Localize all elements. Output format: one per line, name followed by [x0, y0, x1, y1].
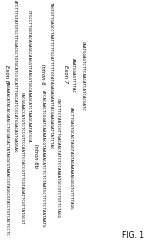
- Text: AACTTGAGTGCACTAGGTAGTAGAAAAAGGGGTGTTTTAGG: AACTTGAGTGCACTAGGTAGTAGAAAAAGGGGTGTTTTAG…: [69, 107, 73, 210]
- Text: Exon 7: Exon 7: [62, 65, 68, 83]
- Text: Intron 6b: Intron 6b: [33, 144, 38, 169]
- Text: AAATGGAGTTTTAC: AAATGGAGTTTTAC: [71, 58, 75, 93]
- Text: ATCACAACTCGGATCAAAAACGTAAAAACATCTCTCTAATGCTTCTCTAATAATG: ATCACAACTCGGATCAAAAACGTAAAAACATCTCTCTAAT…: [41, 90, 45, 227]
- Text: GAATGGAGTCTTCAACATCATCACGATC: GAATGGAGTCTTCAACATCATCACGATC: [81, 41, 85, 111]
- Text: ATCTTTGTATGTGCTTGGACGCTGTGCATCCGCATTTGGCATCCGCATGGACAGTGAGGAG: ATCTTTGTATGTGCTTGGACGCTGTGCATCCGCATTTGGC…: [13, 0, 16, 152]
- Text: FIG. 1: FIG. 1: [122, 231, 144, 240]
- Text: Intron 6: Intron 6: [40, 64, 45, 84]
- Text: TAGTGTTGAGCCTAATTTTTGCATTTTTGTATAGAGAGAATTACGAAGAGATTATTTAC: TAGTGTTGAGCCTAATTTTTGCATTTTTGTATAGAGAGAA…: [49, 2, 53, 150]
- Text: TAGAAACATACACGAACCTGCGACACTATAGGCGTAAACCGTAGGCGTACCTGTCACTCCTC: TAGAAACATACACGAACCTGCGACACTATAGGCGTAAACC…: [5, 81, 9, 236]
- Text: CTGCCTTGGTACAGAGGCAAGGTTAAGGTGGCAAAGCATCTAAGCAATACGCA: CTGCCTTGGTACAGAGGCAAGGTTAAGGTGGCAAAGCATC…: [27, 10, 31, 142]
- Text: CACTTTCTAATCGTTGACAACTATCTCCAAAATGCCGTCTGTTCTAGG: CACTTTCTAATCGTTGACAACTATCTCCAAAATGCCGTCT…: [56, 98, 60, 218]
- Text: Exon 6: Exon 6: [4, 65, 9, 83]
- Text: GACGGAACCATGTCTCCGTTCCAATTCCACCGTTTCGTAGATTCGTTATGCGT: GACGGAACCATGTCTCCGTTCCAATTCCACCGTTTCGTAG…: [20, 92, 24, 224]
